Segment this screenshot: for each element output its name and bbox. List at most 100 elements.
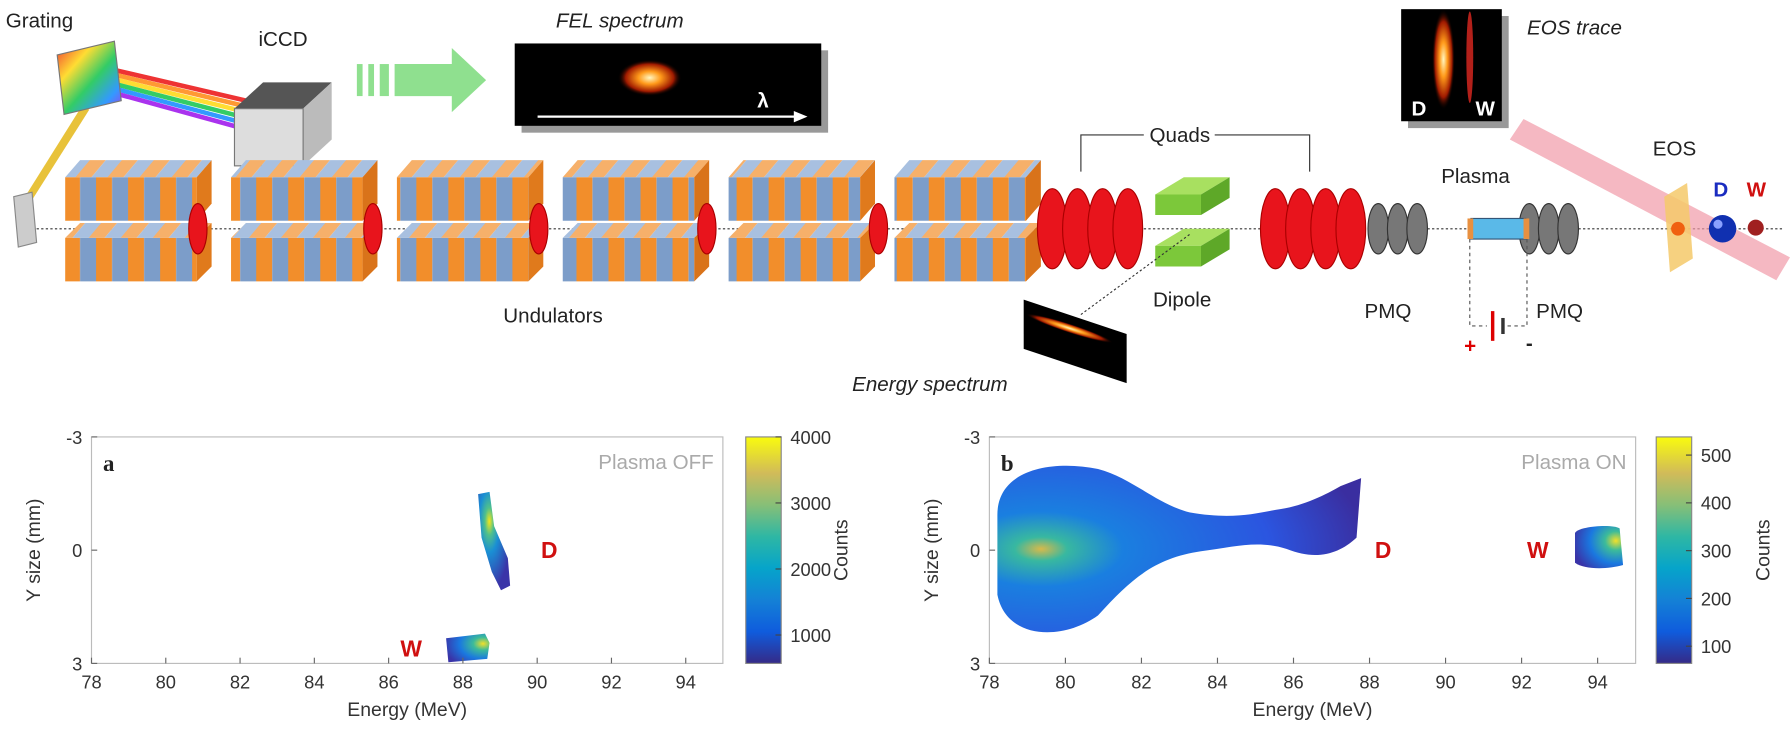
lambda-label: λ [757,90,769,113]
undulator-side [1025,160,1041,221]
panel-label: b [1001,451,1014,476]
marker-w: W [1527,537,1549,563]
colorbar-tick-label: 300 [1701,541,1732,562]
colorbar-tick-label: 3000 [790,493,831,514]
energy-streak [1025,313,1113,344]
y-axis-label: Y size (mm) [23,499,45,602]
blob-d [997,465,1362,633]
minus-label: - [1526,332,1533,355]
undulators-label: Undulators [503,305,603,328]
undulator-front [562,237,695,282]
colorbar-tick-label: 1000 [790,625,831,646]
iccd-top [234,82,332,109]
x-tick-label: 92 [601,672,621,693]
colorbar-tick-label: 500 [1701,445,1732,466]
mirror [13,191,38,248]
panels: 78 80 82 84 86 88 90 92 94 -3 0 3 Energy (MeV) Y size… [23,427,1774,721]
pmq-right-label: PMQ [1536,300,1583,323]
x-tick-label: 86 [1283,672,1303,693]
dipole [1155,177,1230,267]
rainbow-rays [108,66,247,132]
x-tick-label: 86 [378,672,398,693]
energy-spectrum-label: Energy spectrum [852,373,1008,396]
undulator-top [396,160,544,178]
iccd-label: iCCD [258,28,307,51]
grating [56,40,122,116]
x-tick-label: 82 [230,672,250,693]
undulator-top [894,223,1041,238]
grating-label: Grating [6,9,73,32]
panel-b-image [997,465,1624,633]
panel-a-image [446,491,511,663]
undulator-front [894,177,1026,221]
x-axis-label: Energy (MeV) [1253,699,1373,721]
big-quads [1036,188,1367,270]
y-tick-label: 0 [72,540,82,561]
undulator-top [65,160,212,178]
circuit-right [1507,239,1528,327]
iccd-side [303,82,332,166]
colorbar-tick-label: 400 [1701,493,1732,514]
x-tick-label: 88 [453,672,473,693]
x-axis-label: Energy (MeV) [347,699,467,721]
colorbar-tick-label: 2000 [790,559,831,580]
x-tick-label: 80 [156,672,176,693]
plus-label: + [1464,334,1476,357]
pmq-left-label: PMQ [1365,300,1412,323]
undulator-side [1025,223,1041,282]
colorbar [745,436,782,664]
undulator-top [231,160,378,178]
drive-highlight [1713,219,1723,229]
undulator-front [562,177,695,221]
x-tick-label: 92 [1511,672,1531,693]
x-tick-label: 90 [527,672,547,693]
electrode-left [1467,218,1474,240]
x-tick-label: 90 [1435,672,1455,693]
witness-bunch [1747,219,1764,236]
undulator-top [562,223,710,238]
small-quad [868,203,889,255]
plasma-cell [1470,217,1527,240]
undulator-side [860,160,876,221]
y-tick-label: 3 [970,653,980,674]
x-tick-label: 94 [676,672,696,693]
blob-d [478,491,511,591]
undulator-top [396,223,544,238]
undulator-front [396,237,529,282]
panel-annotation: Plasma ON [1521,451,1626,474]
undulator-front [894,237,1026,282]
undulator-front [396,177,529,221]
undulator-top [894,160,1041,178]
undulator-top [65,223,212,238]
pmq-magnets [1367,203,1580,255]
marker-d: D [1375,537,1392,563]
undulator-front [65,237,197,282]
y-tick-label: 3 [72,653,82,674]
y-tick-label: -3 [964,427,980,448]
y-axis-label: Y size (mm) [921,499,943,602]
undulator-top [728,223,876,238]
x-tick-label: 80 [1055,672,1075,693]
y-tick-label: -3 [66,427,82,448]
eos-label: EOS [1653,138,1696,161]
quads-bracket-right [1214,134,1311,172]
x-tick-label: 94 [1587,672,1607,693]
green-arrow [356,48,487,113]
eos-trace-d: D [1411,98,1426,121]
colorbar-tick-label: 4000 [790,427,831,448]
colorbar-tick-label: 200 [1701,588,1732,609]
quads-bracket-left [1080,134,1144,172]
beam-w-label: W [1747,179,1767,202]
fel-glow [617,59,682,97]
beam-d-label: D [1713,179,1728,202]
colorbar-label: Counts [831,519,853,581]
panel-annotation: Plasma OFF [598,451,713,474]
electrode-right [1523,218,1530,240]
undulator-top [728,160,876,178]
eos-streak-w [1466,11,1474,103]
quads-label: Quads [1150,124,1211,147]
x-tick-label: 78 [81,672,101,693]
x-tick-label: 84 [304,672,324,693]
